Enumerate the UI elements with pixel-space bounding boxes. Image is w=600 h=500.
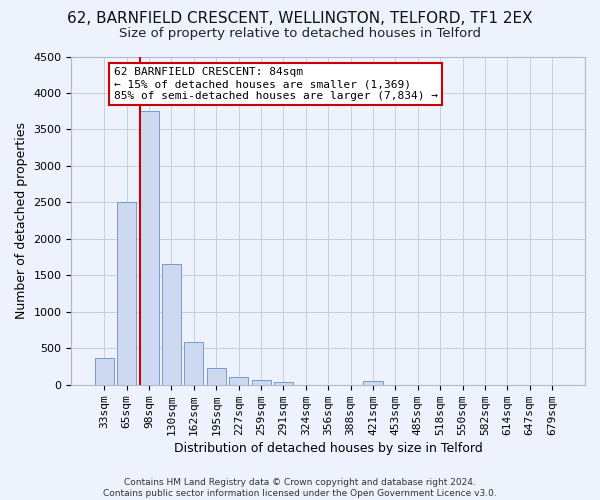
X-axis label: Distribution of detached houses by size in Telford: Distribution of detached houses by size … xyxy=(174,442,482,455)
Bar xyxy=(140,111,158,385)
Y-axis label: Number of detached properties: Number of detached properties xyxy=(15,122,28,319)
Bar xyxy=(207,368,226,385)
Bar xyxy=(364,381,383,385)
Text: 62, BARNFIELD CRESCENT, WELLINGTON, TELFORD, TF1 2EX: 62, BARNFIELD CRESCENT, WELLINGTON, TELF… xyxy=(67,11,533,26)
Bar xyxy=(184,342,203,385)
Bar xyxy=(162,264,181,385)
Bar xyxy=(117,202,136,385)
Bar xyxy=(229,377,248,385)
Text: Contains HM Land Registry data © Crown copyright and database right 2024.
Contai: Contains HM Land Registry data © Crown c… xyxy=(103,478,497,498)
Bar xyxy=(274,382,293,385)
Text: Size of property relative to detached houses in Telford: Size of property relative to detached ho… xyxy=(119,28,481,40)
Bar xyxy=(251,380,271,385)
Bar xyxy=(95,358,114,385)
Text: 62 BARNFIELD CRESCENT: 84sqm
← 15% of detached houses are smaller (1,369)
85% of: 62 BARNFIELD CRESCENT: 84sqm ← 15% of de… xyxy=(113,68,437,100)
